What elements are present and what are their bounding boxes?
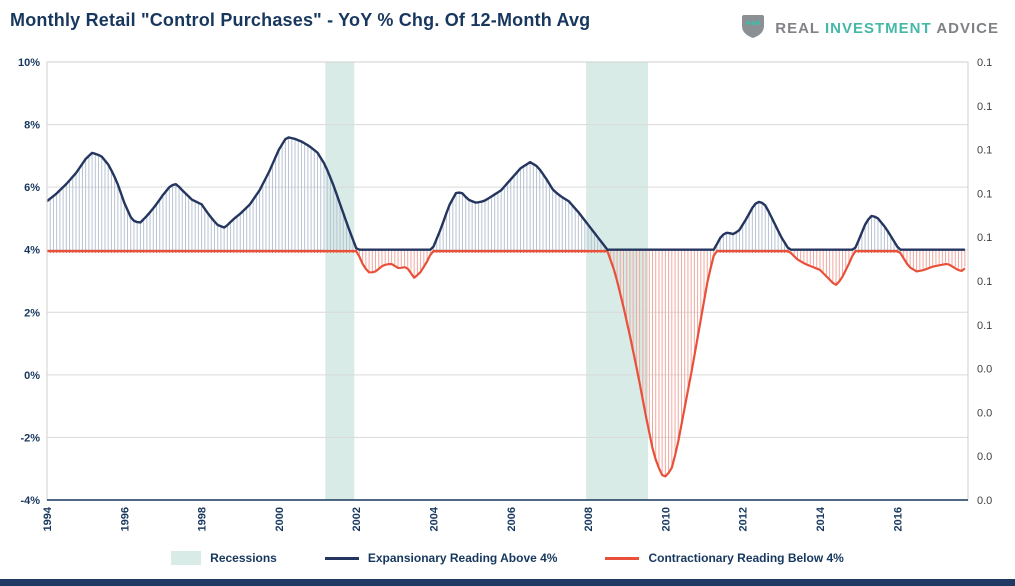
y-axis-label-right: 0.1: [977, 57, 992, 69]
y-axis-label-right: 0.1: [977, 232, 992, 244]
expansion-line: [46, 136, 965, 251]
legend: Recessions Expansionary Reading Above 4%…: [0, 551, 1015, 565]
x-axis-label: 2004: [428, 506, 440, 531]
x-axis-label: 2016: [892, 507, 904, 531]
contraction-line-swatch: [605, 556, 640, 560]
x-axis-label: 2010: [660, 507, 672, 531]
x-axis-label: 1996: [119, 507, 131, 531]
y-axis-label-left: 10%: [18, 57, 40, 69]
recession-swatch: [171, 551, 202, 565]
x-axis-label: 2000: [274, 507, 286, 531]
brand-word-real: REAL: [775, 20, 820, 37]
recession-band: [325, 62, 355, 500]
chart-plot: 10% 8% 6% 4% 2% 0% -2% -4% 0.1 0.1 0.1 0.1 0.1 0.1 0.1…: [18, 57, 992, 531]
x-axis-label: 2008: [583, 507, 595, 531]
x-axis-label: 2012: [738, 507, 750, 531]
y-axis-label-right: 0.0: [977, 364, 992, 376]
brand-logo: REAL INVESTMENT ADVICE: [739, 12, 999, 45]
y-axis-label-left: 0%: [24, 370, 40, 382]
legend-label-recessions: Recessions: [210, 551, 277, 565]
y-axis-label-right: 0.1: [977, 320, 992, 332]
legend-label-expansionary: Expansionary Reading Above 4%: [367, 551, 558, 565]
legend-item-expansionary: Expansionary Reading Above 4%: [324, 551, 558, 565]
legend-item-recessions: Recessions: [171, 551, 277, 565]
y-axis-label-right: 0.0: [977, 451, 992, 463]
y-axis-label-left: 6%: [24, 182, 40, 194]
y-axis-label-left: -4%: [20, 495, 40, 507]
y-axis-label-left: 8%: [24, 120, 40, 132]
legend-item-contractionary: Contractionary Reading Below 4%: [605, 551, 844, 565]
expansion-line-swatch: [324, 556, 359, 560]
x-axis-label: 1998: [197, 507, 209, 531]
y-axis-label-right: 0.1: [977, 101, 992, 113]
legend-label-contractionary: Contractionary Reading Below 4%: [648, 551, 844, 565]
contraction-line: [47, 250, 966, 478]
x-axis-label: 2014: [815, 506, 827, 531]
x-axis-label: 2006: [506, 507, 518, 531]
brand-name: REAL INVESTMENT ADVICE: [775, 20, 999, 37]
shield-dots-icon: [739, 12, 767, 45]
x-axis-label: 1994: [42, 506, 54, 531]
bottom-accent-bar: [0, 579, 1015, 586]
chart-title: Monthly Retail "Control Purchases" - YoY…: [10, 10, 591, 30]
y-axis-label-right: 0.0: [977, 495, 992, 507]
y-axis-label-left: 4%: [24, 245, 40, 257]
y-axis-label-left: 2%: [24, 307, 40, 319]
y-axis-label-right: 0.1: [977, 276, 992, 288]
y-axis-label-right: 0.0: [977, 407, 992, 419]
y-axis-label-right: 0.1: [977, 145, 992, 157]
x-axis-label: 2002: [351, 507, 363, 531]
header: Monthly Retail "Control Purchases" - YoY…: [0, 0, 1015, 46]
brand-word-advice: ADVICE: [936, 20, 999, 37]
y-axis-label-right: 0.1: [977, 188, 992, 200]
y-axis-label-left: -2%: [20, 432, 40, 444]
brand-word-investment: INVESTMENT: [825, 20, 932, 37]
